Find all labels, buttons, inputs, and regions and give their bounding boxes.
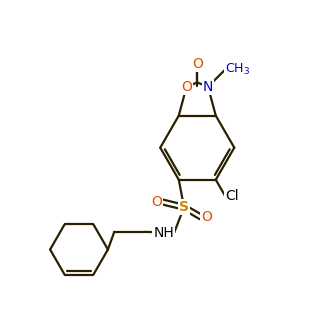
Text: O: O xyxy=(192,57,203,71)
Text: O: O xyxy=(151,195,162,209)
Text: Cl: Cl xyxy=(225,188,239,203)
Text: NH: NH xyxy=(153,226,174,240)
Text: CH$_3$: CH$_3$ xyxy=(225,62,251,77)
Text: N: N xyxy=(203,80,213,94)
Text: S: S xyxy=(179,200,189,214)
Text: O: O xyxy=(201,210,212,224)
Text: O: O xyxy=(181,80,192,94)
